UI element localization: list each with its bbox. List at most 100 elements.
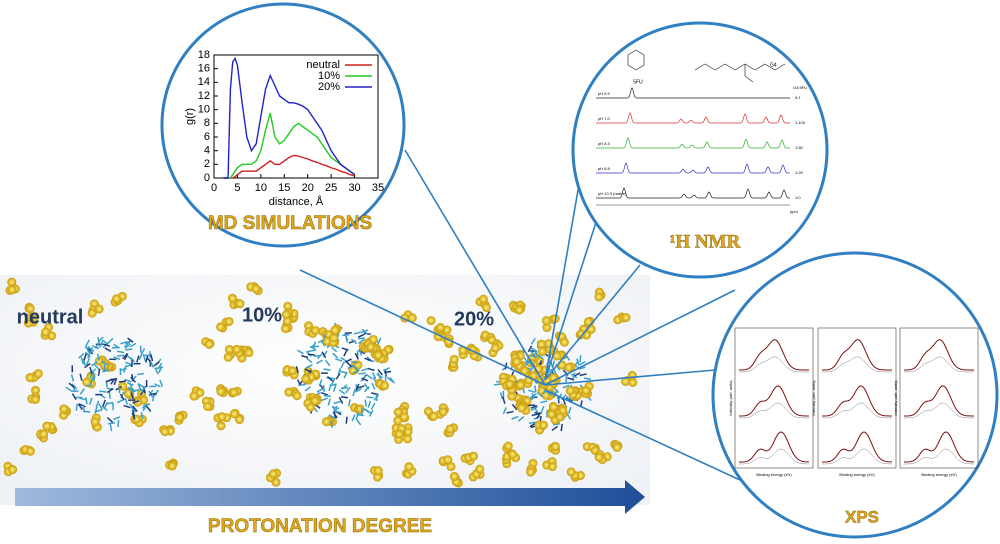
dendrimer-bond	[561, 424, 562, 431]
dopant-molecule	[475, 465, 484, 474]
dendrimer-bond	[150, 393, 157, 394]
y-axis-label: g(r)	[184, 108, 196, 125]
dopant-molecule	[581, 386, 590, 395]
nmr-ph: pH 8.8	[598, 166, 611, 171]
dopant-molecule	[217, 412, 226, 421]
dendrimer-bond	[532, 393, 533, 400]
dendrimer-bond	[494, 384, 501, 385]
dopant-molecule	[7, 285, 16, 294]
dopant-molecule	[26, 447, 35, 456]
nmr-ratio: 0:1	[795, 95, 801, 100]
dendrimer-bond	[345, 333, 352, 334]
dopant-molecule	[306, 403, 315, 412]
dopant-molecule	[628, 371, 637, 380]
xps-x-label: Binding energy (eV)	[756, 472, 792, 477]
dopant-molecule	[366, 342, 375, 351]
md-title: MD SIMULATIONS	[208, 213, 372, 234]
dendrimer-bond	[323, 369, 330, 370]
dopant-molecule	[450, 355, 459, 364]
dendrimer-bond	[357, 415, 364, 416]
nmr-ph: pH 5.9	[598, 91, 611, 96]
dopant-molecule	[59, 404, 68, 413]
dopant-molecule	[175, 413, 184, 422]
nmr-ratio: 1:0	[795, 195, 801, 200]
x-tick-label: 5	[234, 182, 240, 194]
dopant-molecule	[380, 381, 389, 390]
dopant-molecule	[34, 369, 43, 378]
dendrimer-bond	[346, 417, 347, 424]
dopant-molecule	[225, 317, 234, 326]
x-tick-label: 35	[372, 182, 384, 194]
xps-y-label: Intensity (arb. units)	[811, 380, 816, 416]
dopant-molecule	[288, 366, 297, 375]
dopant-molecule	[331, 326, 340, 335]
dopant-molecule	[512, 357, 521, 366]
dopant-molecule	[557, 360, 566, 369]
dopant-molecule	[216, 387, 225, 396]
dopant-molecule	[443, 455, 452, 464]
dopant-molecule	[504, 441, 513, 450]
dopant-molecule	[190, 392, 199, 401]
dendrimer-bond	[341, 397, 348, 398]
dendrimer-bond	[384, 372, 391, 373]
y-tick-label: 0	[204, 172, 210, 184]
dopant-molecule	[508, 450, 517, 459]
xps-title: XPS	[845, 507, 879, 526]
dopant-molecule	[374, 466, 383, 475]
dendrimer-bond	[367, 397, 374, 398]
dopant-molecule	[293, 391, 302, 400]
state-label: neutral	[17, 306, 84, 328]
x-tick-label: 20	[302, 182, 314, 194]
dendrimer-bond	[324, 396, 331, 397]
dopant-molecule	[427, 316, 436, 325]
dopant-molecule	[232, 345, 241, 354]
x-tick-label: 0	[211, 182, 217, 194]
dopant-molecule	[322, 417, 331, 426]
xps-circle	[713, 253, 997, 537]
y-tick-label: 6	[204, 131, 210, 143]
y-tick-label: 2	[204, 158, 210, 170]
dendrimer-bond	[119, 381, 126, 382]
dopant-molecule	[479, 295, 488, 304]
dendrimer-bond	[323, 385, 324, 392]
dendrimer-bond	[361, 407, 362, 414]
dopant-molecule	[517, 403, 526, 412]
dopant-molecule	[539, 421, 548, 430]
dendrimer-bond	[99, 391, 106, 392]
dopant-molecule	[282, 310, 291, 319]
nmr-ratio-head: G4:5FU	[793, 85, 807, 90]
dopant-molecule	[217, 421, 226, 430]
y-tick-label: 14	[198, 76, 210, 88]
dopant-molecule	[450, 472, 459, 481]
dopant-molecule	[228, 294, 237, 303]
nmr-ratio: 1:25	[795, 170, 804, 175]
dendrimer-bond	[109, 392, 110, 399]
dopant-molecule	[160, 427, 169, 436]
x-tick-label: 30	[348, 182, 360, 194]
dendrimer-bond	[365, 400, 366, 407]
dopant-molecule	[404, 462, 413, 471]
dopant-molecule	[95, 305, 104, 314]
state-label: 10%	[242, 304, 282, 326]
dopant-molecule	[538, 347, 547, 356]
dopant-molecule	[436, 323, 445, 332]
dopant-molecule	[446, 424, 455, 433]
dopant-molecule	[547, 410, 556, 419]
dopant-molecule	[429, 412, 438, 421]
dopant-molecule	[39, 429, 48, 438]
dendrimer-bond	[117, 355, 124, 356]
dendrimer-bond	[580, 355, 581, 362]
dopant-molecule	[595, 453, 604, 462]
dopant-molecule	[230, 409, 239, 418]
dopant-molecule	[205, 340, 214, 349]
y-tick-label: 12	[198, 90, 210, 102]
dopant-molecule	[542, 316, 551, 325]
dopant-molecule	[594, 292, 603, 301]
dopant-molecule	[439, 407, 448, 416]
md-circle	[162, 4, 404, 246]
nmr-title: ¹H NMR	[670, 231, 741, 252]
dendrimer-bond	[566, 375, 567, 382]
dopant-molecule	[91, 417, 100, 426]
nmr-unit: ppm	[790, 209, 798, 214]
dendrimer-bond	[358, 338, 365, 339]
